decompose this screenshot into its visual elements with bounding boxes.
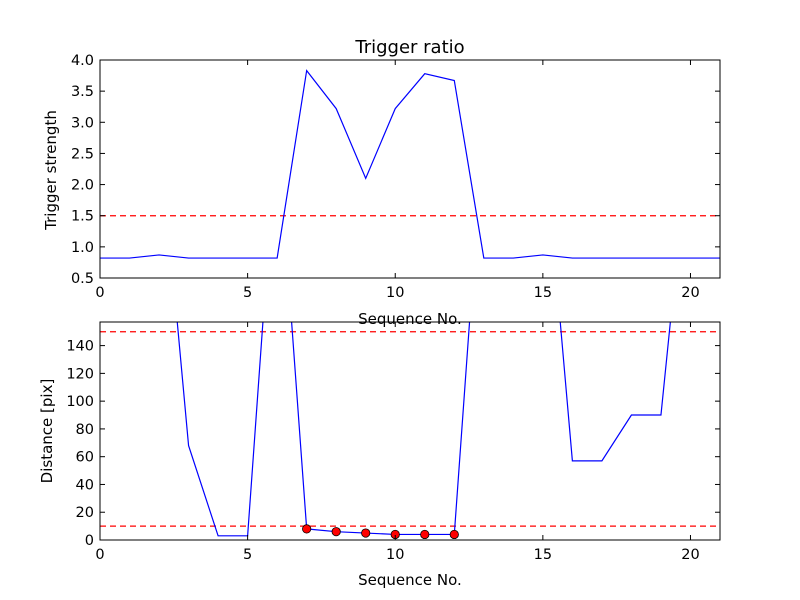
- chart-bottom-y-tick-label-4: 80: [76, 422, 94, 438]
- chart-top-x-ticks: 0 5 10 15 20: [95, 60, 700, 301]
- chart-top-y-tick-label-7: 4.0: [71, 53, 94, 69]
- chart-bottom-plot-area: [100, 322, 720, 540]
- chart-bottom-x-tick-label-4: 20: [681, 547, 699, 563]
- chart-bottom-marker-4: [420, 529, 430, 540]
- chart-top-x-label: Sequence No.: [358, 310, 462, 328]
- chart-bottom-y-tick-label-1: 20: [76, 505, 94, 521]
- chart-bottom-frame: [99, 321, 721, 541]
- chart-top-y-tick-label-4: 2.5: [71, 146, 94, 162]
- chart-top-y-tick-label-6: 3.5: [71, 84, 94, 100]
- chart-bottom-y-tick-label-5: 100: [66, 394, 94, 410]
- chart-top: Trigger ratio 0 5 10 15 20 0.5 1.0 1.5 2.0 2.5 3.…: [42, 37, 721, 328]
- chart-top-y-ticks: 0.5 1.0 1.5 2.0 2.5 3.0 3.5 4.0: [71, 53, 720, 287]
- chart-bottom: 0 5 10 15 20 0 20 40 60 80 100 120 140 Sequence No.…: [38, 321, 721, 589]
- chart-top-y-tick-label-1: 1.0: [71, 240, 94, 256]
- chart-top-y-tick-label-5: 3.0: [71, 115, 94, 131]
- chart-top-y-label: Trigger strength: [42, 110, 60, 231]
- chart-bottom-marker-2: [361, 528, 371, 538]
- chart-bottom-y-tick-label-7: 140: [66, 339, 94, 355]
- chart-bottom-y-label: Distance [pix]: [38, 379, 56, 484]
- chart-bottom-y-tick-label-6: 120: [66, 366, 94, 382]
- chart-bottom-x-tick-label-0: 0: [95, 547, 104, 563]
- chart-top-plot-area: [100, 69, 720, 259]
- chart-bottom-series-line-0: [176, 322, 671, 537]
- chart-bottom-x-tick-label-3: 15: [534, 547, 552, 563]
- chart-top-x-tick-label-0: 0: [95, 285, 104, 301]
- chart-top-x-tick-label-3: 15: [534, 285, 552, 301]
- chart-top-y-tick-label-3: 2.0: [71, 178, 94, 194]
- chart-bottom-marker-5: [449, 529, 459, 540]
- chart-top-x-tick-label-2: 10: [386, 285, 404, 301]
- chart-bottom-y-ticks: 0 20 40 60 80 100 120 140: [66, 339, 720, 549]
- chart-top-x-tick-label-1: 5: [243, 285, 252, 301]
- chart-bottom-x-tick-label-2: 10: [386, 547, 404, 563]
- chart-top-frame: [99, 59, 721, 279]
- chart-top-series-line-0: [100, 69, 720, 259]
- chart-bottom-x-ticks: 0 5 10 15 20: [95, 322, 700, 563]
- chart-bottom-y-tick-label-2: 40: [76, 477, 94, 493]
- chart-bottom-y-tick-label-3: 60: [76, 450, 94, 466]
- chart-bottom-marker-1: [331, 527, 341, 537]
- chart-top-x-tick-label-4: 20: [681, 285, 699, 301]
- chart-bottom-y-tick-label-0: 0: [85, 533, 94, 549]
- chart-top-y-tick-label-0: 0.5: [71, 271, 94, 287]
- chart-top-y-tick-label-2: 1.5: [71, 209, 94, 225]
- chart-bottom-x-label: Sequence No.: [358, 571, 462, 589]
- chart-bottom-x-tick-label-1: 5: [243, 547, 252, 563]
- chart-bottom-marker-0: [302, 524, 312, 534]
- chart-top-title: Trigger ratio: [354, 37, 464, 58]
